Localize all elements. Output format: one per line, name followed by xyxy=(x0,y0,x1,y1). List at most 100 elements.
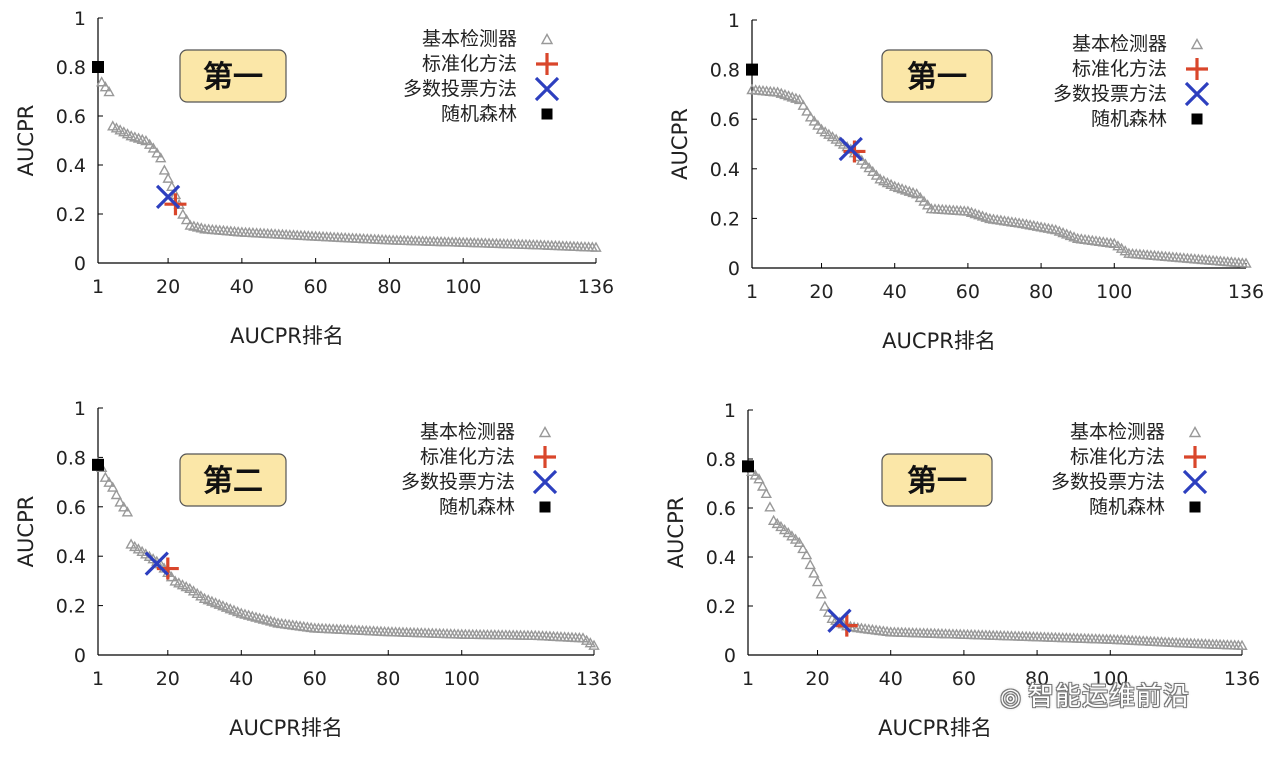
detector-point xyxy=(103,476,115,487)
detector-point xyxy=(151,147,163,158)
detector-point xyxy=(793,93,806,105)
y-axis-label: AUCPR xyxy=(664,497,688,569)
wechat-icon: ◎ xyxy=(1000,683,1022,711)
y-tick-label: 1 xyxy=(74,398,86,420)
y-tick-label: 1 xyxy=(728,10,740,32)
detector-point xyxy=(140,135,152,146)
legend-square-icon xyxy=(1189,501,1201,513)
y-tick-label: 0.8 xyxy=(706,449,736,471)
plus-point xyxy=(835,614,858,637)
x-tick-label: 80 xyxy=(1029,281,1053,303)
detector-point xyxy=(749,469,762,480)
x-point xyxy=(838,136,863,162)
y-tick-label: 1 xyxy=(74,8,86,30)
legend-square-icon xyxy=(541,108,553,120)
legend-triangle-icon xyxy=(540,33,554,45)
detector-point xyxy=(863,162,875,173)
square-point xyxy=(742,460,754,473)
rank-badge xyxy=(179,453,287,507)
x-tick-label: 136 xyxy=(578,276,614,298)
detector-point xyxy=(797,542,809,554)
legend-label: 随机森林 xyxy=(1089,496,1165,518)
detector-point xyxy=(162,172,174,183)
legend-plus-icon xyxy=(1184,446,1206,468)
x-tick-label: 20 xyxy=(156,276,180,298)
rank-badge-label: 第一 xyxy=(907,464,967,499)
x-tick-label: 20 xyxy=(809,281,833,303)
detector-point xyxy=(180,214,193,225)
detector-point xyxy=(859,158,872,169)
detector-point xyxy=(177,208,189,219)
x-tick-label: 40 xyxy=(229,668,253,690)
x-tick-label: 80 xyxy=(1025,668,1049,690)
chart-panel-3: 0 0.2 0.4 0.6 0.8 1 1 20 40 60 80 100 136 AUCPR排名 AUCP… xyxy=(14,398,612,740)
x-tick-label: 20 xyxy=(156,668,180,690)
legend-triangle-icon xyxy=(1190,38,1204,50)
legend-label: 基本检测器 xyxy=(422,28,517,50)
x-tick-label: 60 xyxy=(956,281,980,303)
legend-label: 多数投票方法 xyxy=(1051,471,1165,493)
legend-label: 基本检测器 xyxy=(420,421,515,443)
legend-label: 标准化方法 xyxy=(420,446,515,468)
detector-point xyxy=(158,164,171,175)
x-tick-label: 1 xyxy=(742,668,754,690)
detector-point xyxy=(588,639,600,650)
y-tick-label: 0.6 xyxy=(56,106,86,128)
x-tick-label: 80 xyxy=(376,668,400,690)
detector-point xyxy=(921,199,934,210)
x-tick-label: 100 xyxy=(1096,281,1132,303)
detector-point xyxy=(103,86,115,97)
chart-panel-2: 0 0.2 0.4 0.6 0.8 1 1 20 40 60 80 100 136 AUCPR排名 AUCP… xyxy=(668,10,1264,353)
detector-point xyxy=(789,533,802,544)
legend-label: 标准化方法 xyxy=(422,53,517,75)
detector-point xyxy=(166,180,178,191)
detector-point xyxy=(808,567,820,578)
legend-x-icon xyxy=(1182,469,1208,495)
detector-point xyxy=(856,154,868,165)
y-tick-label: 0.4 xyxy=(56,546,86,568)
detector-point xyxy=(753,473,765,484)
legend-plus-icon xyxy=(1186,58,1208,80)
x-tick-label: 40 xyxy=(230,276,254,298)
detector-point xyxy=(819,600,831,611)
legend-triangle-icon xyxy=(538,426,552,438)
y-tick-label: 0 xyxy=(74,645,86,667)
y-tick-label: 0.4 xyxy=(56,155,86,177)
rank-badge-label: 第二 xyxy=(203,464,263,499)
detector-point xyxy=(760,487,772,499)
legend-label: 标准化方法 xyxy=(1070,446,1165,468)
legend-label: 随机森林 xyxy=(1091,108,1167,130)
y-tick-label: 0.2 xyxy=(706,596,736,618)
x-point xyxy=(827,608,852,633)
x-tick-label: 1 xyxy=(92,276,104,298)
x-tick-label: 1 xyxy=(92,668,104,690)
y-tick-label: 0.2 xyxy=(710,208,740,230)
x-tick-label: 136 xyxy=(1228,281,1264,303)
y-tick-label: 0.6 xyxy=(56,497,86,519)
x-axis-label: AUCPR排名 xyxy=(229,716,343,740)
watermark: ◎ 智能运维前沿 xyxy=(1000,676,1190,713)
y-axis-label: AUCPR xyxy=(668,108,692,180)
legend-label: 多数投票方法 xyxy=(401,471,515,493)
detector-point xyxy=(155,152,167,163)
watermark-text: 智能运维前沿 xyxy=(1027,682,1190,712)
detector-point xyxy=(764,501,776,512)
rank-badge-label: 第一 xyxy=(203,60,263,95)
y-tick-label: 0.4 xyxy=(706,547,736,569)
legend-triangle-icon xyxy=(1188,426,1202,438)
y-tick-label: 0.2 xyxy=(56,204,86,226)
detector-point xyxy=(801,105,813,116)
x-tick-label: 100 xyxy=(1092,668,1128,690)
x-tick-label: 40 xyxy=(883,281,907,303)
x-tick-label: 60 xyxy=(952,668,976,690)
detector-point xyxy=(870,169,883,180)
detector-point xyxy=(918,195,930,206)
legend-label: 随机森林 xyxy=(441,103,517,125)
y-tick-label: 0.4 xyxy=(710,159,740,181)
x-tick-label: 40 xyxy=(879,668,903,690)
rank-badge xyxy=(881,49,993,103)
legend-label: 多数投票方法 xyxy=(1053,83,1167,105)
legend-x-icon xyxy=(1184,81,1210,107)
